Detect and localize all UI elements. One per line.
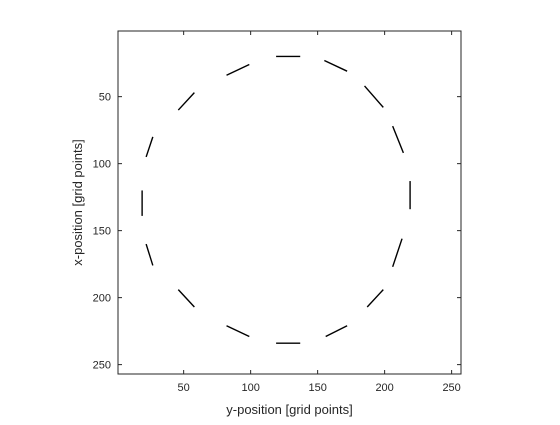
x-tick-label: 200 [375,382,393,394]
x-axis-ticks: 50 100 150 200 250 [178,31,461,394]
segment-3 [364,85,384,108]
segment-11 [177,289,195,308]
segment-7 [366,289,384,308]
x-tick-label: 50 [178,382,190,394]
data-segments [141,55,411,344]
plot-area [117,30,462,375]
x-tick-label: 250 [442,382,460,394]
y-tick-label: 50 [99,92,111,104]
y-tick-label: 100 [93,159,111,171]
y-tick-label: 250 [93,360,111,372]
segment-15 [177,92,195,111]
segment-14 [145,136,154,158]
y-axis-ticks: 50 100 150 200 250 [93,92,461,372]
segment-4 [392,125,405,154]
segment-12 [145,243,154,266]
y-tick-label: 200 [93,293,111,305]
x-tick-label: 150 [308,382,326,394]
y-axis-label: x-position [grid points] [70,139,85,265]
y-tick-label: 150 [93,226,111,238]
segment-8 [325,325,348,338]
segment-16 [226,63,250,76]
segment-6 [392,238,403,268]
segment-10 [226,325,250,338]
x-tick-label: 100 [241,382,259,394]
x-axis-label: y-position [grid points] [226,402,352,417]
segment-2 [324,59,348,72]
